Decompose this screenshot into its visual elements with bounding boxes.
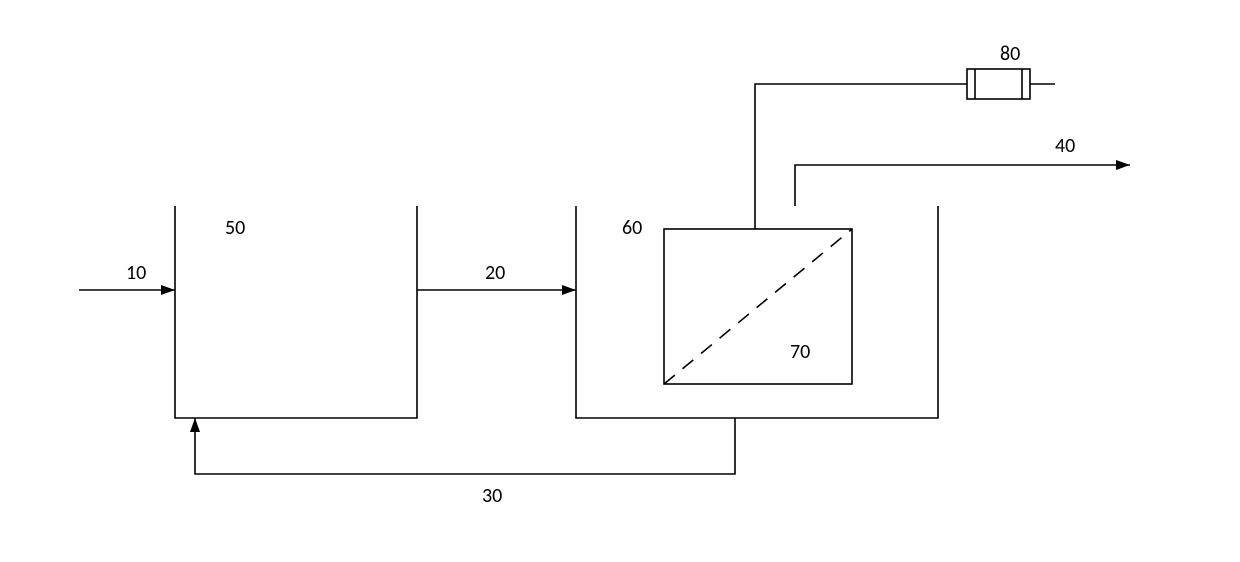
label-80: 80 — [1000, 42, 1020, 66]
label-20: 20 — [485, 261, 505, 285]
stream-30 — [195, 418, 735, 474]
label-70: 70 — [790, 340, 810, 364]
label-30: 30 — [482, 484, 502, 508]
label-50: 50 — [225, 216, 245, 240]
unit-80-body — [967, 69, 1030, 99]
process-diagram: 10 20 30 40 50 60 70 80 — [0, 0, 1240, 562]
label-40: 40 — [1055, 134, 1075, 158]
stream-to-80 — [755, 84, 947, 229]
unit-70-diagonal — [664, 229, 852, 384]
stream-40 — [795, 165, 1130, 206]
label-60: 60 — [622, 216, 642, 240]
label-10: 10 — [126, 261, 146, 285]
vessel-50 — [175, 206, 417, 418]
